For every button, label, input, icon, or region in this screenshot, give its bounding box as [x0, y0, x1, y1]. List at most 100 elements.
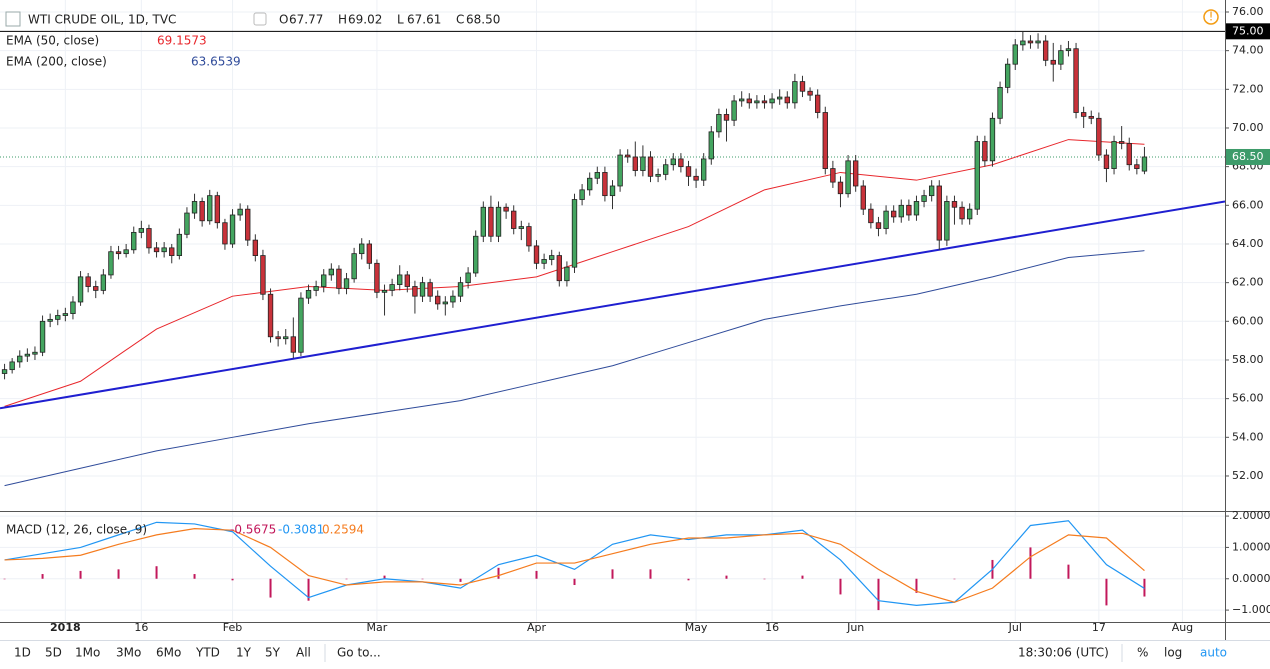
candle-body: [245, 208, 251, 241]
ema-line: [4, 250, 1145, 487]
candle-body: [944, 201, 950, 241]
candle-body: [708, 131, 714, 160]
candle-body: [275, 336, 281, 340]
candle-body: [252, 239, 259, 256]
candle-body: [62, 313, 69, 316]
candle-body: [959, 206, 965, 220]
candle-body: [564, 266, 570, 282]
candle-body: [305, 289, 312, 299]
macd-histogram-bar: [497, 567, 500, 579]
x-tick-label: May: [685, 621, 708, 634]
goto-button[interactable]: Go to...: [337, 646, 381, 660]
ohlc-key: L: [397, 13, 404, 27]
macd-histogram-bar: [1029, 547, 1032, 579]
candle-body: [480, 206, 486, 237]
range-button[interactable]: 6Mo: [156, 646, 181, 660]
candle-body: [123, 249, 129, 255]
candle-body: [822, 112, 828, 169]
range-button[interactable]: 1Mo: [75, 646, 100, 660]
candle-body: [845, 160, 851, 195]
candle-body: [465, 272, 471, 284]
candle-body: [298, 297, 304, 353]
candle-body: [571, 199, 578, 268]
candle-body: [503, 206, 509, 212]
macd-histogram-bar: [535, 570, 538, 579]
y-tick-label: 2.0000: [1232, 509, 1270, 522]
macd-pane: [3, 520, 1146, 611]
legend-value: 69.1573: [157, 34, 207, 48]
toolbar: 1D 5D 1Mo 3Mo 6Mo YTD 1Y 5Y All Go to... 18:30:06 …: [14, 644, 1227, 662]
chart-title: WTI CRUDE OIL, 1D, TVC: [28, 13, 176, 27]
price-label: 75.00: [1232, 24, 1264, 37]
candle-body: [381, 289, 388, 293]
macd-histogram-bar: [79, 570, 82, 579]
candle-body: [989, 117, 996, 162]
candle-body: [966, 208, 973, 220]
candle-body: [366, 243, 373, 264]
scale-option[interactable]: log: [1164, 646, 1182, 660]
alert-icon[interactable]: [1203, 9, 1219, 25]
scale-option[interactable]: auto: [1200, 646, 1227, 660]
candle-body: [784, 96, 790, 104]
candle-body: [617, 154, 623, 187]
candle-body: [951, 201, 958, 208]
candle-body: [807, 90, 813, 96]
macd-histogram-bar: [41, 574, 44, 579]
range-button[interactable]: 1D: [14, 646, 31, 660]
candle-body: [587, 177, 593, 191]
candle-body: [852, 160, 859, 187]
macd-legend-value: -0.3081: [278, 523, 324, 537]
candle-body: [928, 185, 935, 197]
candle-body: [670, 158, 676, 166]
candle-body: [663, 164, 669, 175]
candle-body: [427, 282, 433, 297]
macd-histogram-bar: [3, 578, 6, 580]
range-button[interactable]: 5D: [45, 646, 62, 660]
candle-body: [328, 268, 335, 276]
eye-icon[interactable]: [253, 12, 267, 26]
legend-entry: EMA (200, close): [6, 55, 107, 69]
candle-body: [1073, 48, 1079, 113]
trendline: [0, 200, 1225, 410]
range-button[interactable]: YTD: [195, 646, 220, 660]
candle-body: [723, 114, 730, 121]
symbol-icon[interactable]: [5, 11, 21, 27]
candle-body: [1, 369, 8, 374]
range-button[interactable]: 3Mo: [116, 646, 141, 660]
scale-option[interactable]: %: [1137, 646, 1148, 660]
range-button[interactable]: 5Y: [265, 646, 281, 660]
candle-body: [868, 208, 874, 224]
grid: [0, 0, 1225, 622]
candle-body: [389, 284, 395, 291]
macd-histogram-bar: [763, 578, 766, 580]
candle-body: [1103, 154, 1110, 169]
candle-body: [647, 156, 654, 177]
candle-body: [260, 255, 266, 295]
candle-body: [488, 206, 494, 237]
candle-body: [815, 94, 821, 113]
candle-body: [404, 274, 410, 287]
y-tick-label: 1.0000: [1232, 540, 1270, 553]
candle-body: [701, 158, 707, 181]
range-button[interactable]: 1Y: [236, 646, 252, 660]
candle-body: [283, 336, 289, 340]
macd-histogram-bar: [193, 574, 196, 579]
candle-body: [1096, 117, 1102, 156]
range-button[interactable]: All: [296, 646, 311, 660]
x-tick-label: 17: [1092, 621, 1106, 634]
candle-body: [921, 195, 927, 202]
candle-body: [974, 141, 980, 210]
candle-body: [412, 286, 418, 297]
candle-body: [321, 274, 327, 287]
price-label: 68.50: [1232, 150, 1264, 163]
candle-body: [761, 100, 768, 104]
candle-body: [533, 245, 540, 264]
y-tick-label: 60.00: [1232, 314, 1264, 327]
x-tick-label: Mar: [367, 621, 388, 634]
candle-body: [237, 208, 243, 216]
ohlc-key: O: [279, 13, 288, 27]
price-pane: [0, 30, 1225, 487]
candle-body: [176, 233, 183, 256]
